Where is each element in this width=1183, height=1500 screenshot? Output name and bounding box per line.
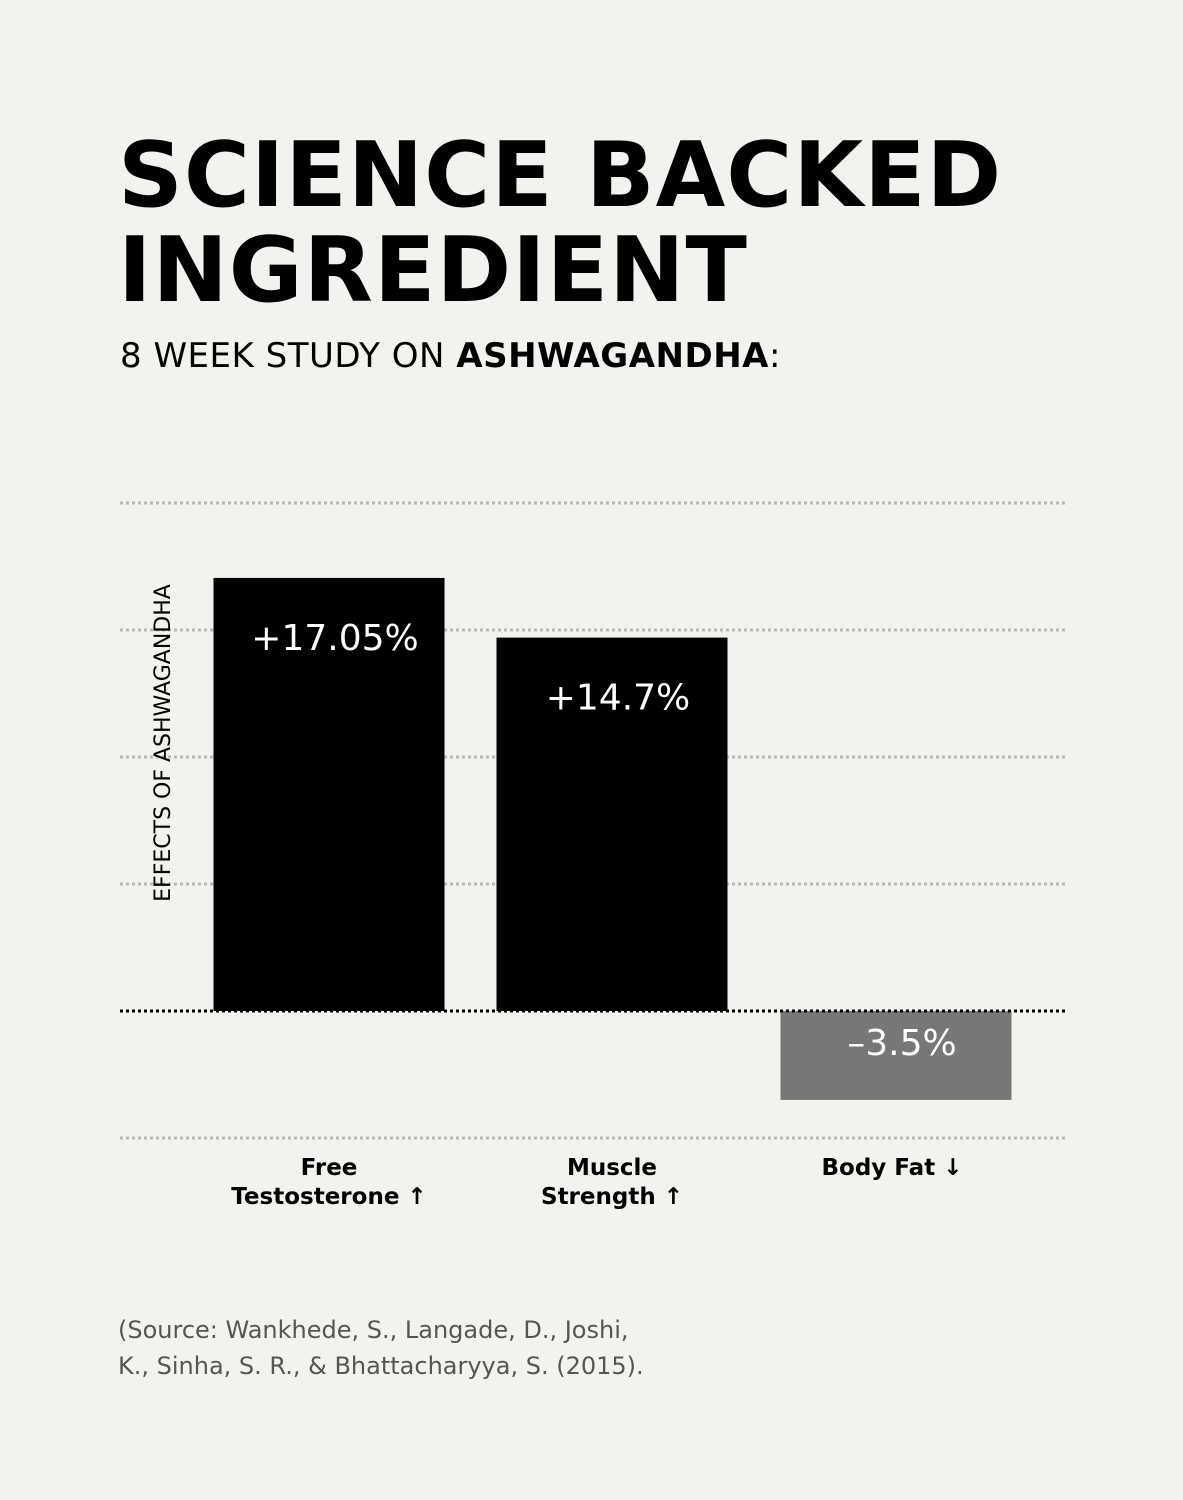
- bar-chart: EFFECTS OF ASHWAGANDHA +17.05% +14.7% –3.5%…: [120, 501, 1065, 1210]
- data-label: –3.5%: [847, 1023, 956, 1064]
- category-label: Muscle: [567, 1155, 657, 1181]
- subtitle-prefix: 8 WEEK STUDY ON: [120, 336, 457, 376]
- category-label: Strength ↑: [541, 1184, 683, 1210]
- source-line-2: K., Sinha, S. R., & Bhattacharyya, S. (2…: [118, 1352, 644, 1380]
- title-line-2: INGREDIENT: [118, 218, 748, 323]
- subtitle-suffix: :: [768, 336, 781, 376]
- page-title: SCIENCE BACKED INGREDIENT: [118, 128, 1118, 318]
- y-axis-label: EFFECTS OF ASHWAGANDHA: [151, 584, 176, 902]
- subtitle-bold: ASHWAGANDHA: [456, 336, 769, 376]
- category-label: Free: [301, 1155, 358, 1181]
- data-label: +17.05%: [251, 618, 418, 659]
- source-citation: (Source: Wankhede, S., Langade, D., Josh…: [118, 1312, 738, 1384]
- page-subtitle: 8 WEEK STUDY ON ASHWAGANDHA:: [120, 336, 781, 376]
- category-label: Body Fat ↓: [822, 1155, 963, 1181]
- source-line-1: (Source: Wankhede, S., Langade, D., Josh…: [118, 1316, 629, 1344]
- title-line-1: SCIENCE BACKED: [118, 123, 1003, 228]
- data-label: +14.7%: [546, 678, 691, 719]
- bar: [213, 577, 445, 1011]
- bar: [780, 1011, 1012, 1100]
- bar: [496, 637, 728, 1011]
- category-label: Testosterone ↑: [231, 1184, 426, 1210]
